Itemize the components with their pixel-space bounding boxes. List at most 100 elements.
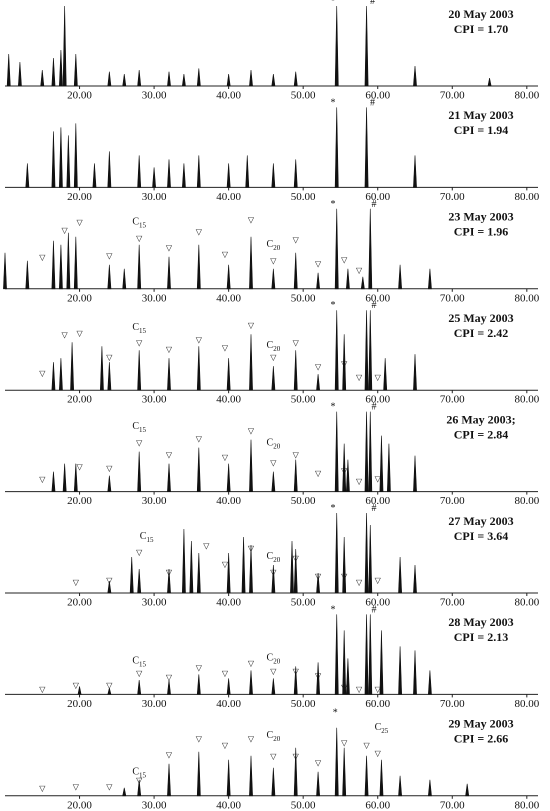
panel: 20.00 30.00 40.00 50.00 60.00 70.00 80.00*C15C… [5,708,540,811]
x-tick-label: 60.00 [365,597,390,609]
annotation-text: # [372,402,377,413]
peak-marker: ▽ [222,560,229,569]
peak [271,366,276,391]
peak-marker: ▽ [166,450,173,459]
annotation: C25 [375,722,389,734]
x-tick-label: 30.00 [142,394,167,406]
peak [271,564,276,594]
peak [368,310,373,391]
label-bg [425,310,537,341]
peak [51,240,56,290]
annotation-text: # [372,300,377,311]
panel-title: 27 May 2003 [448,514,513,528]
panel-title: 21 May 2003 [448,108,513,122]
peak [77,686,82,695]
panel-title: 28 May 2003 [448,615,513,629]
peak [413,354,417,391]
peak [383,358,388,391]
annotation-text: C [267,551,274,562]
peak-marker: ▽ [341,359,348,368]
peak [137,350,142,391]
x-tick-label: 70.00 [440,495,465,507]
peak [249,439,253,492]
peak [107,362,112,391]
peak-marker: ▽ [356,373,363,382]
peak [334,727,339,797]
peak [137,244,142,290]
peak [345,459,350,492]
peak [386,443,391,492]
peak [398,775,403,797]
peak [167,679,171,695]
peak [271,163,276,188]
peak [58,358,63,391]
peak-marker: ▽ [166,244,173,253]
annotation-subscript: 15 [139,221,147,229]
peak-marker: ▽ [196,434,203,443]
peak [73,463,78,492]
peak-marker: ▽ [73,783,80,792]
peak [345,658,350,695]
x-tick-label: 50.00 [291,495,316,507]
label-bg [425,715,537,746]
peak-marker: ▽ [270,752,277,761]
peak [196,244,201,290]
peak [316,662,321,695]
peak [137,568,142,594]
peak [334,5,339,87]
peak-marker: ▽ [39,784,46,793]
x-tick-label: 80.00 [514,191,539,203]
peak [379,630,384,695]
peak-marker: ▽ [106,353,113,362]
annotation-text: C [267,730,274,741]
peak [70,342,75,391]
annotation-text: # [372,503,377,514]
annotation-text: * [331,300,336,311]
peak [92,163,97,188]
peak [342,630,347,695]
peak [6,53,11,87]
peak-marker: ▽ [375,749,382,758]
peak [271,268,276,290]
annotation-subscript: 15 [139,660,147,668]
peak [196,155,201,188]
peak [427,268,432,290]
x-tick-label: 70.00 [440,698,465,710]
panel-title: 29 May 2003 [448,717,513,731]
peak [368,524,373,594]
x-tick-label: 40.00 [216,698,241,710]
peak-marker: ▽ [136,339,143,348]
peak [465,783,470,797]
peak-marker: ▽ [270,256,277,265]
annotation: # [370,98,375,109]
peak-marker: ▽ [62,331,69,340]
peak [167,256,171,290]
x-tick-label: 40.00 [216,394,241,406]
peak-marker: ▽ [196,735,203,744]
annotation-subscript: 15 [146,536,154,544]
peak-marker: ▽ [39,685,46,694]
peak [398,264,403,290]
x-tick-label: 50.00 [291,799,316,811]
annotation-text: * [331,98,336,109]
peak [271,471,276,492]
peak [398,646,403,695]
peak [293,747,298,797]
annotation-subscript: 20 [273,345,281,353]
peak-marker: ▽ [248,659,255,668]
x-tick-label: 50.00 [291,597,316,609]
x-tick-label: 60.00 [365,191,390,203]
x-tick-label: 20.00 [67,90,92,102]
annotation-text: * [331,0,336,7]
annotation-subscript: 20 [273,243,281,251]
x-tick-label: 80.00 [514,90,539,102]
peak [398,556,403,594]
peak [51,471,56,492]
peak-marker: ▽ [341,683,348,692]
annotation-text: C [267,653,274,664]
peak-marker: ▽ [293,450,300,459]
peak-marker: ▽ [222,250,229,259]
peak [342,536,347,594]
panel-subtitle: CPI = 2.66 [454,732,509,746]
